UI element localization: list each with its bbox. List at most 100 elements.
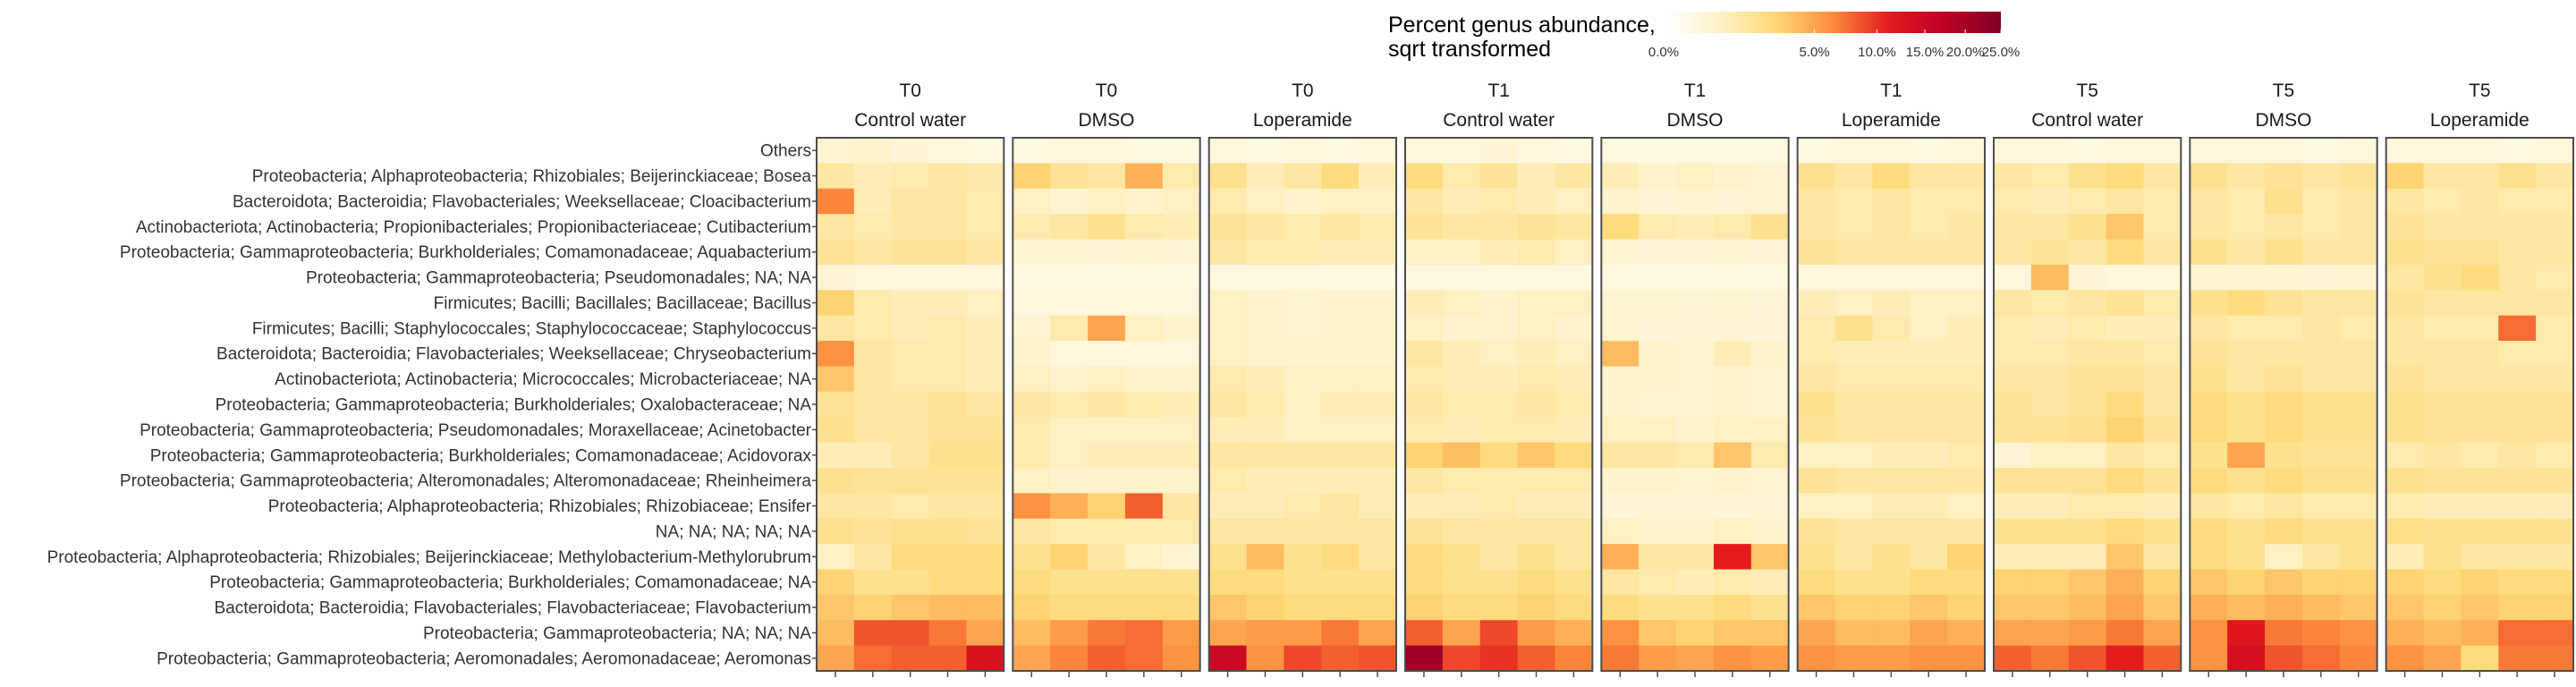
heatmap-cell: [2339, 163, 2378, 190]
heatmap-cell: [1601, 264, 1640, 291]
heatmap-cell: [1639, 544, 1677, 571]
heatmap-cell: [1713, 442, 1752, 469]
facet-time-label: T1: [1880, 81, 1902, 101]
heatmap-cell: [2498, 594, 2537, 621]
heatmap-cell: [1947, 264, 1986, 291]
heatmap-cell: [1088, 645, 1126, 672]
heatmap-cell: [1601, 544, 1640, 571]
heatmap-cell: [1797, 417, 1836, 444]
heatmap-cell: [2265, 366, 2303, 393]
heatmap-cell: [2265, 264, 2303, 291]
heatmap-cell: [2143, 467, 2182, 494]
heatmap-cell: [1910, 493, 1948, 520]
heatmap-cell: [2423, 264, 2462, 291]
heatmap-cell: [853, 366, 893, 393]
heatmap-cell: [1676, 493, 1715, 520]
heatmap-cell: [2106, 569, 2145, 596]
heatmap-cell: [1713, 467, 1752, 494]
heatmap-cell: [1639, 188, 1677, 215]
heatmap-cell: [1872, 366, 1911, 393]
heatmap-cell: [2143, 544, 2182, 571]
heatmap-cell: [1555, 290, 1593, 317]
heatmap-cell: [2536, 163, 2574, 190]
heatmap-cell: [966, 290, 1004, 317]
heatmap-cell: [1517, 188, 1556, 215]
heatmap-cell: [2227, 290, 2266, 317]
heatmap-cell: [1676, 467, 1715, 494]
heatmap-cell: [1713, 341, 1752, 368]
heatmap-cell: [1162, 188, 1201, 215]
heatmap-cell: [1088, 442, 1126, 469]
heatmap-cell: [1750, 163, 1790, 190]
facet-time-label: T0: [899, 81, 921, 101]
heatmap-cell: [2423, 544, 2462, 571]
heatmap-cell: [1994, 366, 2032, 393]
heatmap-cell: [1994, 138, 2032, 164]
heatmap-cell: [1994, 417, 2032, 444]
heatmap-cell: [1162, 366, 1201, 393]
heatmap-cell: [1479, 467, 1519, 494]
heatmap-cell: [1947, 163, 1986, 190]
heatmap-cell: [1639, 239, 1677, 266]
heatmap-cell: [1835, 569, 1873, 596]
heatmap-cell: [853, 569, 893, 596]
heatmap-cell: [1246, 442, 1284, 469]
heatmap-cell: [1359, 442, 1397, 469]
heatmap-cell: [2536, 214, 2574, 241]
heatmap-cell: [1910, 417, 1948, 444]
heatmap-cell: [966, 544, 1004, 571]
heatmap-cell: [1442, 544, 1481, 571]
heatmap-cell: [2301, 493, 2341, 520]
heatmap-cell: [1872, 264, 1911, 291]
legend-title-line1: Percent genus abundance,: [1388, 13, 1656, 38]
heatmap-cell: [1601, 442, 1640, 469]
heatmap-cell: [1517, 366, 1556, 393]
heatmap-cell: [1517, 315, 1556, 342]
heatmap-cell: [966, 518, 1004, 545]
heatmap-cell: [2461, 391, 2499, 418]
heatmap-cell: [2106, 442, 2145, 469]
heatmap-cell: [1872, 239, 1911, 266]
heatmap-cell: [2498, 645, 2537, 672]
facet-treatment-label: DMSO: [2256, 110, 2312, 131]
heatmap-cell: [1208, 239, 1248, 266]
heatmap-cell: [1208, 290, 1248, 317]
heatmap-cell: [817, 645, 855, 672]
heatmap-cell: [1872, 391, 1911, 418]
heatmap-cell: [1910, 569, 1948, 596]
row-label: Proteobacteria; Alphaproteobacteria; Rhi…: [47, 548, 811, 567]
heatmap-cell: [2106, 417, 2145, 444]
heatmap-cell: [1797, 239, 1836, 266]
heatmap-cell: [1835, 214, 1873, 241]
heatmap-cell: [1994, 544, 2032, 571]
heatmap-cell: [2536, 417, 2574, 444]
heatmap-cell: [891, 544, 930, 571]
heatmap-cell: [1162, 290, 1201, 317]
heatmap-cell: [2536, 239, 2574, 266]
heatmap-cell: [1124, 214, 1164, 241]
heatmap-cell: [2536, 138, 2574, 164]
heatmap-cell: [2106, 315, 2145, 342]
heatmap-cell: [1639, 620, 1677, 647]
heatmap-cell: [1088, 467, 1126, 494]
heatmap-cell: [2106, 138, 2145, 164]
heatmap-cell: [2385, 645, 2425, 672]
legend-tick-label: 20.0%: [1946, 45, 1985, 60]
heatmap-cell: [1124, 264, 1164, 291]
heatmap-cell: [2423, 290, 2462, 317]
heatmap-cell: [2068, 645, 2107, 672]
heatmap-cell: [2265, 391, 2303, 418]
heatmap-cell: [1013, 417, 1051, 444]
heatmap-cell: [2461, 569, 2499, 596]
heatmap-cell: [853, 442, 893, 469]
legend-tick-label: 0.0%: [1648, 45, 1679, 60]
heatmap-cell: [1676, 442, 1715, 469]
heatmap-cell: [1124, 138, 1164, 164]
heatmap-cell: [1676, 315, 1715, 342]
facet-time-label: T1: [1684, 81, 1707, 101]
heatmap-cell: [891, 467, 930, 494]
heatmap-cell: [1910, 138, 1948, 164]
facet-treatment-label: DMSO: [1079, 110, 1135, 131]
heatmap-cell: [1797, 645, 1836, 672]
heatmap-cell: [1405, 467, 1444, 494]
